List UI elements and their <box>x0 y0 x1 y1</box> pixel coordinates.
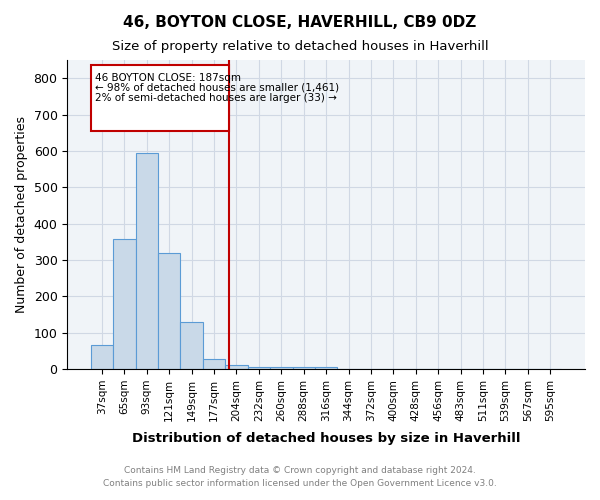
Bar <box>248 367 270 369</box>
Bar <box>91 346 113 369</box>
Bar <box>136 152 158 369</box>
Bar <box>181 322 203 369</box>
Bar <box>225 366 248 369</box>
FancyBboxPatch shape <box>91 66 229 131</box>
Bar <box>158 252 181 369</box>
X-axis label: Distribution of detached houses by size in Haverhill: Distribution of detached houses by size … <box>132 432 520 445</box>
Y-axis label: Number of detached properties: Number of detached properties <box>15 116 28 313</box>
Text: ← 98% of detached houses are smaller (1,461): ← 98% of detached houses are smaller (1,… <box>95 83 340 93</box>
Text: Contains HM Land Registry data © Crown copyright and database right 2024.
Contai: Contains HM Land Registry data © Crown c… <box>103 466 497 487</box>
Text: 2% of semi-detached houses are larger (33) →: 2% of semi-detached houses are larger (3… <box>95 93 337 103</box>
Bar <box>315 367 337 369</box>
Text: Size of property relative to detached houses in Haverhill: Size of property relative to detached ho… <box>112 40 488 53</box>
Text: 46, BOYTON CLOSE, HAVERHILL, CB9 0DZ: 46, BOYTON CLOSE, HAVERHILL, CB9 0DZ <box>124 15 476 30</box>
Bar <box>113 239 136 369</box>
Bar <box>203 359 225 369</box>
Text: 46 BOYTON CLOSE: 187sqm: 46 BOYTON CLOSE: 187sqm <box>95 72 241 83</box>
Bar <box>293 367 315 369</box>
Bar <box>270 367 293 369</box>
